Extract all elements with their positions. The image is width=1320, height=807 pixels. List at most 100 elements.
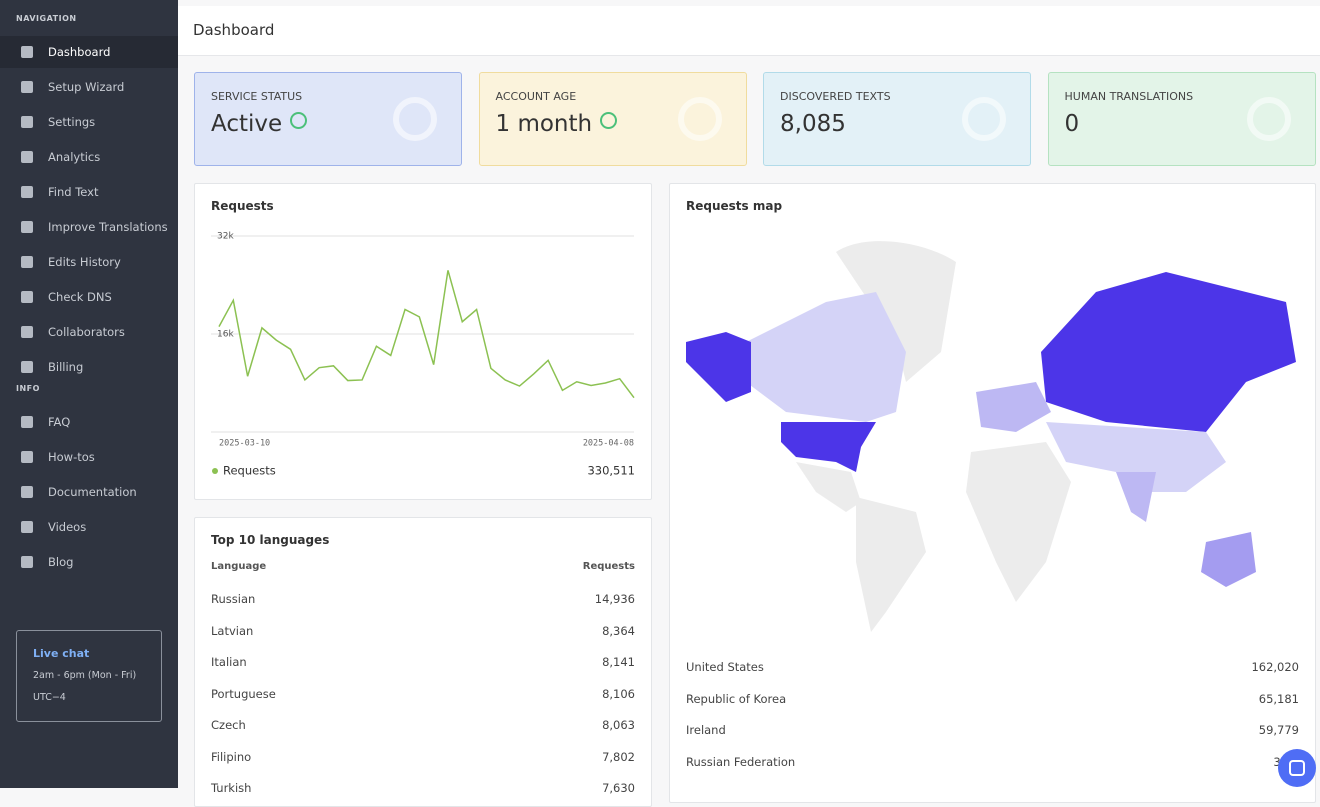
section-title: INFO xyxy=(16,384,40,393)
stat-label: DISCOVERED TEXTS xyxy=(780,90,891,103)
nav-item[interactable]: Setup Wizard xyxy=(0,71,178,103)
nav-icon xyxy=(21,256,33,268)
nav-item[interactable]: Analytics xyxy=(0,141,178,173)
y-tick-label: 32k xyxy=(217,232,234,242)
nav-item[interactable]: Documentation xyxy=(0,476,178,508)
nav-icon xyxy=(21,186,33,198)
chat-button[interactable] xyxy=(1278,749,1316,787)
column-header: Requests xyxy=(582,561,635,572)
cell: 8,106 xyxy=(602,686,635,701)
nav-icon xyxy=(21,326,33,338)
cell: Latvian xyxy=(211,623,254,638)
nav-icon xyxy=(21,221,33,233)
stat-card: DISCOVERED TEXTS 8,085 xyxy=(763,72,1031,166)
cell: 14,936 xyxy=(594,592,635,606)
stat-value-text: 1 month xyxy=(495,111,593,137)
cell: 7,630 xyxy=(602,781,635,795)
nav-label: Analytics xyxy=(48,150,101,164)
cell: Russian Federation xyxy=(686,754,796,769)
nav-icon xyxy=(21,521,33,533)
nav-icon xyxy=(21,416,33,428)
nav-label: Dashboard xyxy=(48,45,111,59)
nav-item[interactable]: FAQ xyxy=(0,406,178,438)
nav-item[interactable]: Improve Translations xyxy=(0,211,178,243)
nav-label: Edits History xyxy=(48,255,121,269)
table-row: United States 162,020 xyxy=(686,660,1299,674)
asia xyxy=(1046,422,1226,492)
cell: 65,181 xyxy=(1258,691,1299,706)
nav-item[interactable]: Settings xyxy=(0,106,178,138)
australia xyxy=(1201,532,1256,587)
stat-card: ACCOUNT AGE 1 month xyxy=(478,72,747,166)
africa xyxy=(966,442,1071,602)
table-row: Filipino 7,802 xyxy=(211,750,635,764)
watermark-icon xyxy=(962,97,1006,141)
nav-label: Settings xyxy=(48,115,96,129)
watermark-icon xyxy=(1246,97,1291,141)
line-chart: 16k 32k 2025-03-10 2025-04-08 Requests 330,51… xyxy=(211,232,635,478)
cell: Portuguese xyxy=(211,686,276,701)
russia xyxy=(1041,272,1296,432)
cell: 59,779 xyxy=(1258,723,1299,737)
nav-label: Improve Translations xyxy=(48,220,168,234)
legend-dot xyxy=(212,468,218,474)
nav-label: Videos xyxy=(48,520,87,534)
y-tick-label: 16k xyxy=(217,330,234,340)
panel-title: Requests map xyxy=(686,199,783,213)
nav-item[interactable]: Find Text xyxy=(0,176,178,208)
cell: 162,020 xyxy=(1251,660,1299,674)
nav-label: Billing xyxy=(48,360,84,374)
nav-item[interactable]: Billing xyxy=(0,351,178,383)
x-tick-label: 2025-03-10 xyxy=(219,439,270,449)
nav-item[interactable]: Edits History xyxy=(0,246,178,278)
page-title: Dashboard xyxy=(193,21,275,39)
stat-label: ACCOUNT AGE xyxy=(495,90,577,103)
stat-icon xyxy=(290,112,308,129)
cell: Italian xyxy=(211,655,247,669)
stat-icon xyxy=(600,112,618,129)
stat-value: 8,085 xyxy=(780,111,846,137)
table-row: Turkish 7,630 xyxy=(211,781,635,795)
panel-title: Requests xyxy=(211,199,274,213)
sidebar: NAVIGATION Dashboard Setup Wizard Settings A… xyxy=(0,0,178,788)
stat-value-text: 8,085 xyxy=(780,111,846,137)
header: Dashboard xyxy=(178,6,1320,56)
x-tick-label: 2025-04-08 xyxy=(583,439,634,449)
stat-value: Active xyxy=(211,111,308,137)
cell: Filipino xyxy=(211,749,252,764)
nav-label: Documentation xyxy=(48,485,137,499)
nav-item[interactable]: Collaborators xyxy=(0,316,178,348)
cell: 8,141 xyxy=(602,655,635,669)
usa xyxy=(781,422,876,472)
nav-label: Collaborators xyxy=(48,325,125,339)
table-row: Republic of Korea 65,181 xyxy=(686,692,1299,706)
table-row: Czech 8,063 xyxy=(211,718,635,732)
nav-item[interactable]: Videos xyxy=(0,511,178,543)
nav-item[interactable]: Check DNS xyxy=(0,281,178,313)
stat-value: 0 xyxy=(1065,111,1080,137)
table-row: Latvian 8,364 xyxy=(211,624,635,638)
cell: United States xyxy=(686,660,764,674)
cell: 8,364 xyxy=(602,623,635,638)
nav-item[interactable]: How-tos xyxy=(0,441,178,473)
nav-item[interactable]: Blog xyxy=(0,546,178,578)
nav-label: Find Text xyxy=(48,185,99,199)
cell: 7,802 xyxy=(602,749,635,764)
live-chat-tz: UTC−4 xyxy=(33,692,66,703)
nav-label: Setup Wizard xyxy=(48,80,125,94)
cell: Ireland xyxy=(686,723,726,737)
table-row: Ireland 59,779 xyxy=(686,723,1299,737)
nav-icon xyxy=(21,451,33,463)
india xyxy=(1116,472,1156,522)
nav-icon xyxy=(21,486,33,498)
world-map xyxy=(686,241,1296,632)
live-chat-title: Live chat xyxy=(33,647,90,660)
nav-icon xyxy=(21,556,33,568)
nav-icon xyxy=(21,116,33,128)
live-chat-box: Live chat 2am - 6pm (Mon - Fri) UTC−4 xyxy=(16,630,162,722)
table-row: Portuguese 8,106 xyxy=(211,687,635,701)
nav-item[interactable]: Dashboard xyxy=(0,36,178,68)
table-header: Language Requests xyxy=(211,561,635,572)
total: 330,511 xyxy=(587,464,635,478)
nav-icon xyxy=(21,46,33,58)
